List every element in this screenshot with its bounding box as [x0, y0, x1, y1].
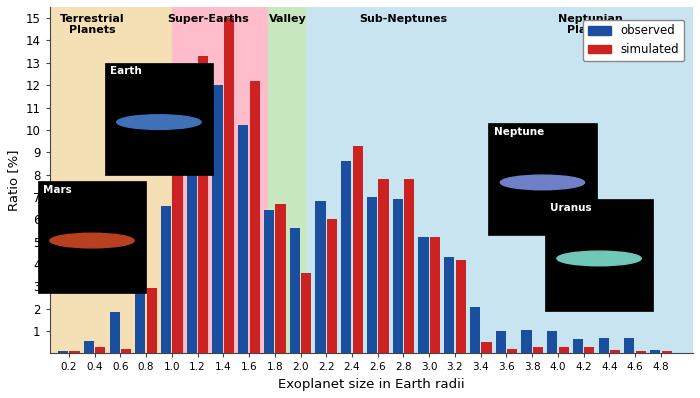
Bar — [393, 199, 402, 353]
Bar — [353, 146, 363, 353]
Bar — [290, 228, 300, 353]
Circle shape — [557, 251, 641, 266]
Bar — [662, 351, 672, 353]
FancyBboxPatch shape — [105, 63, 213, 175]
Bar — [636, 351, 646, 353]
FancyBboxPatch shape — [489, 123, 596, 235]
Bar — [95, 347, 106, 353]
Bar — [327, 219, 337, 353]
Bar — [121, 349, 131, 353]
Bar — [275, 204, 286, 353]
Bar — [456, 259, 466, 353]
Bar — [624, 338, 634, 353]
Bar — [559, 347, 568, 353]
Bar — [50, 7, 172, 353]
Bar — [470, 306, 480, 353]
Text: Uranus: Uranus — [550, 203, 592, 213]
Bar — [264, 211, 274, 353]
FancyBboxPatch shape — [38, 181, 146, 293]
Bar — [198, 56, 209, 353]
Bar — [135, 222, 146, 353]
X-axis label: Exoplanet size in Earth radii: Exoplanet size in Earth radii — [278, 378, 465, 391]
Bar — [213, 85, 223, 353]
Text: Terrestrial
Planets: Terrestrial Planets — [60, 14, 125, 35]
Bar — [238, 125, 248, 353]
Legend: observed, simulated: observed, simulated — [583, 20, 684, 61]
Bar — [598, 338, 609, 353]
Bar — [341, 161, 351, 353]
Text: Sub-Neptunes: Sub-Neptunes — [359, 14, 447, 23]
Bar — [379, 179, 389, 353]
Bar — [610, 350, 620, 353]
Text: Neptunian
Planets: Neptunian Planets — [558, 14, 622, 35]
Bar — [172, 175, 183, 353]
Bar — [522, 330, 531, 353]
Bar — [84, 341, 94, 353]
Bar — [419, 237, 428, 353]
Bar — [573, 339, 583, 353]
Circle shape — [117, 115, 201, 129]
Bar — [496, 331, 506, 353]
Circle shape — [50, 233, 134, 248]
Bar — [187, 159, 197, 353]
Bar — [161, 206, 172, 353]
Bar — [482, 342, 491, 353]
Bar — [533, 347, 543, 353]
Bar — [301, 273, 312, 353]
Bar — [500, 7, 693, 353]
Text: Earth: Earth — [110, 66, 142, 76]
Bar — [507, 349, 517, 353]
Bar — [430, 237, 440, 353]
FancyBboxPatch shape — [545, 199, 653, 311]
Bar — [316, 201, 326, 353]
Text: Mars: Mars — [43, 185, 72, 195]
Bar — [147, 287, 157, 353]
Bar — [444, 258, 454, 353]
Bar — [172, 7, 268, 353]
Bar — [547, 331, 557, 353]
Circle shape — [500, 175, 584, 190]
Text: Super-Earths: Super-Earths — [167, 14, 248, 23]
Bar — [404, 179, 414, 353]
Y-axis label: Ratio [%]: Ratio [%] — [7, 150, 20, 211]
Bar — [584, 347, 594, 353]
Bar — [109, 312, 120, 353]
Bar — [69, 351, 80, 353]
Text: Neptune: Neptune — [494, 127, 544, 137]
Text: Valley: Valley — [269, 14, 307, 23]
Bar — [268, 7, 307, 353]
Bar — [367, 197, 377, 353]
Bar — [250, 81, 260, 353]
Bar — [650, 350, 660, 353]
Bar — [224, 18, 234, 353]
Bar — [58, 351, 68, 353]
Bar — [307, 7, 500, 353]
